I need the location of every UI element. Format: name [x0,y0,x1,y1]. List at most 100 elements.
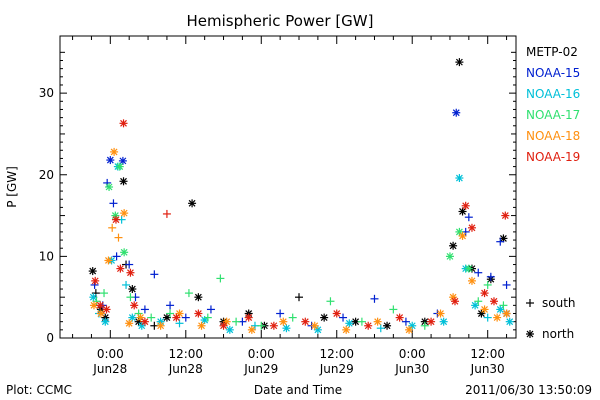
data-point-noaa-18 [342,325,351,334]
x-axis-label: Date and Time [254,383,342,397]
data-point-noaa-19 [102,305,111,314]
data-point-noaa-17 [288,313,297,322]
y-tick-label: 20 [39,168,54,182]
data-point-metp-02 [295,293,304,302]
data-point-noaa-19 [96,301,105,310]
data-point-noaa-16 [345,319,354,328]
data-point-noaa-16 [122,280,131,289]
data-point-noaa-19 [501,211,510,220]
data-point-noaa-17 [257,321,266,330]
data-point-noaa-19 [219,321,228,330]
data-point-noaa-15 [370,294,379,303]
data-point-noaa-18 [222,317,231,326]
plot-frame [59,35,517,339]
data-point-noaa-16 [483,313,492,322]
legend-entry: NOAA-16 [526,87,580,101]
data-point-noaa-15 [276,309,285,318]
data-point-noaa-19 [480,289,489,298]
legend-marker-north [526,330,534,338]
data-point-metp-02 [91,289,100,298]
data-point-noaa-15 [496,237,505,246]
data-point-noaa-18 [114,233,123,242]
data-point-noaa-19 [116,264,125,273]
data-point-metp-02 [128,285,137,294]
data-point-noaa-17 [216,274,225,283]
x-tick-date-label: Jun29 [319,362,354,376]
data-point-noaa-17 [483,280,492,289]
data-point-noaa-15 [125,260,134,269]
data-point-noaa-18 [156,321,165,330]
data-point-noaa-15 [181,313,190,322]
data-point-noaa-18 [493,313,502,322]
data-point-noaa-15 [206,305,215,314]
data-point-noaa-15 [166,301,175,310]
data-point-noaa-17 [184,289,193,298]
data-point-noaa-16 [225,325,234,334]
data-point-noaa-18 [125,319,134,328]
chart-title: Hemispheric Power [GW] [187,12,374,30]
y-axis-label: P [GW] [5,166,19,208]
data-point-noaa-16 [89,293,98,302]
data-point-noaa-17 [326,297,335,306]
data-point-noaa-15 [486,272,495,281]
footer-timestamp: 2011/06/30 13:50:09 [465,383,592,397]
data-point-noaa-19 [111,215,120,224]
data-point-noaa-18 [373,317,382,326]
data-point-metp-02 [194,293,203,302]
y-axis: 0 10 20 30 [39,51,516,345]
data-point-noaa-19 [301,317,310,326]
data-point-noaa-15 [474,268,483,277]
data-point-noaa-16 [455,174,464,183]
data-point-noaa-18 [279,317,288,326]
data-point-noaa-17 [389,305,398,314]
data-point-metp-02 [320,313,329,322]
data-point-noaa-19 [269,321,278,330]
legend-entry: METP-02 [526,45,578,59]
x-tick-time-label: 12:00 [168,347,203,361]
data-point-noaa-19 [194,309,203,318]
x-tick-time-label: 12:00 [470,347,505,361]
data-point-noaa-18 [502,309,511,318]
data-point-noaa-19 [395,313,404,322]
data-point-noaa-17 [105,183,114,191]
data-point-noaa-16 [282,324,291,333]
data-point-noaa-17 [464,264,473,273]
data-point-noaa-15 [464,213,473,222]
data-point-noaa-15 [401,317,410,326]
data-point-noaa-15 [106,156,115,165]
data-point-noaa-17 [474,297,483,306]
legend-marker-south [526,299,534,307]
data-point-metp-02 [455,58,464,67]
data-point-noaa-16 [505,317,514,326]
legend-marker-label: south [542,296,576,310]
data-point-noaa-19 [244,313,253,322]
data-point-noaa-16 [496,305,505,314]
data-point-noaa-15 [112,252,121,261]
data-point-noaa-16 [471,301,480,310]
data-point-noaa-18 [247,325,256,334]
data-point-noaa-16 [408,321,417,330]
x-tick-time-label: 0:00 [248,347,275,361]
y-tick-label: 30 [39,86,54,100]
data-point-noaa-18 [110,147,119,156]
data-point-noaa-16 [101,317,110,326]
data-point-noaa-17 [92,297,101,306]
data-point-noaa-16 [376,324,385,333]
x-tick-date-label: Jun29 [243,362,278,376]
data-point-noaa-15 [109,199,118,208]
data-point-noaa-15 [502,280,511,289]
y-tick-label: 10 [39,249,54,263]
x-axis: 0:00Jun2812:00Jun280:00Jun2912:00Jun290:… [72,36,508,376]
data-point-noaa-17 [499,301,508,310]
data-point-metp-02 [188,199,197,208]
data-point-noaa-19 [461,201,470,210]
data-point-noaa-19 [427,317,436,326]
data-point-noaa-18 [120,209,129,218]
legend-entry: NOAA-19 [526,150,580,164]
data-point-metp-02 [383,321,392,330]
data-point-noaa-15 [118,156,127,165]
data-point-noaa-18 [104,256,113,265]
data-point-noaa-19 [140,317,149,326]
data-point-noaa-18 [458,231,467,240]
y-tick-label: 0 [46,331,54,345]
